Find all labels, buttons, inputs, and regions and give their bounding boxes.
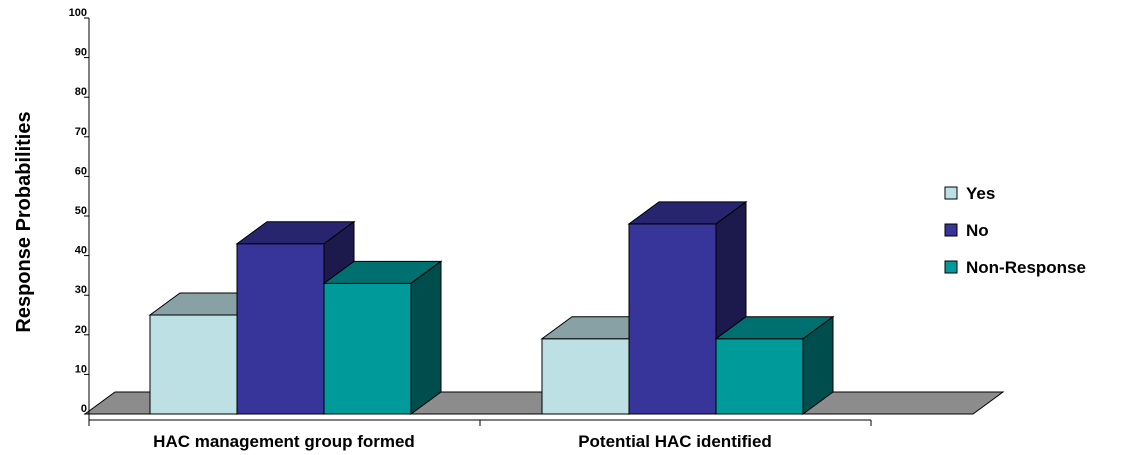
bar bbox=[627, 200, 748, 415]
bar bbox=[714, 315, 835, 415]
x-tick-label: Potential HAC identified bbox=[578, 432, 772, 451]
bar-side-face bbox=[802, 315, 834, 415]
legend-label: Yes bbox=[966, 184, 995, 203]
y-tick-label: 40 bbox=[75, 245, 87, 257]
axes-layer bbox=[84, 17, 872, 426]
labels-layer: Response Probabilities 0 10 20 30 40 50 60 70 80… bbox=[13, 7, 772, 451]
bar-front-face bbox=[541, 338, 630, 415]
x-tick-label: HAC management group formed bbox=[153, 432, 415, 451]
y-tick-label: 70 bbox=[75, 126, 87, 138]
y-tick-label: 80 bbox=[75, 86, 87, 98]
y-tick-label: 0 bbox=[81, 403, 87, 415]
bars-layer bbox=[148, 200, 835, 415]
legend-item: Non-Response bbox=[944, 258, 1086, 277]
y-tick-label: 10 bbox=[75, 363, 87, 375]
bar-front-face bbox=[715, 338, 804, 415]
y-tick-label: 20 bbox=[75, 324, 87, 336]
legend-item: Yes bbox=[944, 184, 995, 203]
bar-front-face bbox=[236, 243, 325, 415]
legend-swatch bbox=[944, 186, 958, 200]
legend-swatch bbox=[944, 260, 958, 274]
y-tick-label: 30 bbox=[75, 284, 87, 296]
y-tick-label: 90 bbox=[75, 47, 87, 59]
bar-front-face bbox=[628, 223, 717, 415]
legend-item: No bbox=[944, 221, 989, 240]
bar-side-face bbox=[410, 260, 442, 415]
legend-swatch bbox=[944, 223, 958, 237]
legend-label: No bbox=[966, 221, 989, 240]
y-tick-label: 50 bbox=[75, 205, 87, 217]
legend: Yes No Non-Response bbox=[944, 184, 1086, 277]
legend-label: Non-Response bbox=[966, 258, 1086, 277]
bar-front-face bbox=[323, 282, 412, 415]
y-axis-label: Response Probabilities bbox=[13, 111, 35, 332]
bar bbox=[322, 260, 443, 415]
bar-front-face bbox=[149, 314, 238, 415]
y-tick-label: 100 bbox=[69, 7, 87, 19]
y-tick-label: 60 bbox=[75, 165, 87, 177]
